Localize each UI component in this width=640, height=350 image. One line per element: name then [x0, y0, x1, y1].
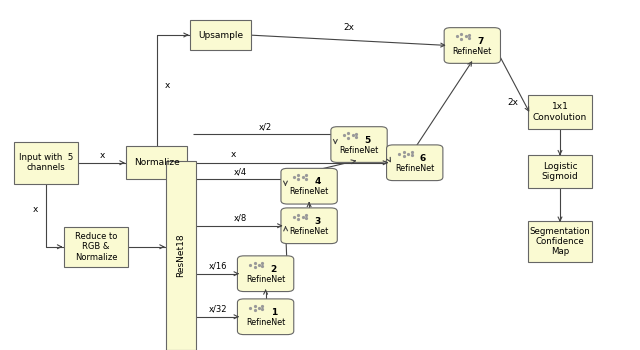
FancyBboxPatch shape — [14, 142, 78, 184]
Text: 1x1
Convolution: 1x1 Convolution — [533, 102, 587, 122]
Text: x/32: x/32 — [209, 304, 227, 313]
Text: Reduce to
RGB &
Normalize: Reduce to RGB & Normalize — [75, 232, 117, 262]
FancyBboxPatch shape — [281, 208, 337, 244]
Text: 3: 3 — [314, 217, 321, 226]
Text: RefineNet: RefineNet — [339, 146, 379, 155]
FancyBboxPatch shape — [237, 256, 294, 292]
Text: RefineNet: RefineNet — [246, 318, 285, 327]
FancyBboxPatch shape — [528, 222, 592, 262]
FancyBboxPatch shape — [127, 146, 187, 179]
Text: 1: 1 — [271, 308, 277, 317]
Text: 2x: 2x — [507, 98, 518, 107]
FancyBboxPatch shape — [281, 168, 337, 204]
Text: Upsample: Upsample — [198, 30, 243, 40]
Text: RefineNet: RefineNet — [246, 275, 285, 284]
Text: ResNet18: ResNet18 — [177, 234, 186, 277]
Text: 2x: 2x — [344, 22, 355, 32]
FancyBboxPatch shape — [64, 227, 128, 267]
Text: 7: 7 — [477, 37, 484, 46]
Text: RefineNet: RefineNet — [452, 47, 492, 56]
Text: Input with  5
channels: Input with 5 channels — [19, 153, 73, 173]
Text: Logistic
Sigmoid: Logistic Sigmoid — [541, 162, 579, 181]
Text: 2: 2 — [271, 265, 277, 274]
Text: x/16: x/16 — [209, 261, 227, 270]
Text: x/4: x/4 — [234, 167, 246, 176]
Text: 4: 4 — [314, 177, 321, 187]
Text: RefineNet: RefineNet — [395, 164, 435, 173]
Text: x: x — [231, 149, 236, 159]
FancyBboxPatch shape — [528, 95, 592, 128]
Text: x/8: x/8 — [234, 213, 246, 222]
Text: RefineNet: RefineNet — [289, 187, 329, 196]
Text: Normalize: Normalize — [134, 158, 180, 167]
Text: x: x — [164, 81, 170, 90]
FancyBboxPatch shape — [444, 28, 500, 63]
Text: x: x — [33, 205, 38, 214]
Text: x/2: x/2 — [259, 122, 271, 131]
FancyBboxPatch shape — [237, 299, 294, 335]
FancyBboxPatch shape — [166, 161, 196, 350]
Text: 5: 5 — [364, 136, 371, 145]
FancyBboxPatch shape — [191, 20, 251, 50]
Text: x: x — [100, 151, 105, 160]
Text: Segmentation
Confidence
Map: Segmentation Confidence Map — [530, 226, 590, 257]
FancyBboxPatch shape — [387, 145, 443, 181]
FancyBboxPatch shape — [528, 155, 592, 188]
Text: 6: 6 — [420, 154, 426, 163]
Text: RefineNet: RefineNet — [289, 227, 329, 236]
FancyBboxPatch shape — [331, 127, 387, 162]
